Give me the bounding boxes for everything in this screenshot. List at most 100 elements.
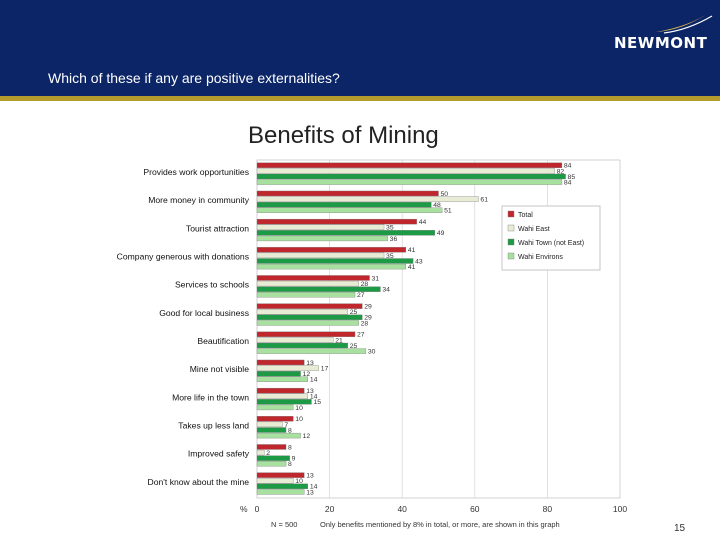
bar	[256, 461, 287, 467]
category-label: Improved safety	[188, 449, 250, 459]
data-label: 29	[364, 304, 372, 311]
bar	[256, 359, 305, 366]
x-tick-label: 0	[255, 504, 260, 514]
data-label: 10	[295, 416, 303, 423]
header-band: Which of these if any are positive exter…	[0, 0, 720, 101]
bar	[256, 196, 479, 202]
data-label: 10	[295, 405, 303, 412]
category-label: Provides work opportunities	[143, 167, 249, 177]
data-label: 14	[310, 484, 318, 491]
logo-swoosh-icon	[656, 12, 713, 34]
data-label: 9	[292, 456, 296, 463]
legend-entry: Wahi Environs	[518, 254, 563, 261]
bar	[256, 303, 363, 309]
legend-swatch	[507, 210, 515, 218]
bar	[256, 179, 563, 185]
data-label: 35	[386, 253, 394, 260]
header-gold-rule	[0, 96, 720, 101]
data-label: 8	[288, 461, 292, 468]
data-label: 85	[568, 174, 576, 181]
category-label: Tourist attraction	[186, 223, 249, 233]
legend-entry: Wahi Town (not East)	[518, 240, 584, 247]
bar	[256, 252, 385, 259]
legend-box	[501, 205, 601, 271]
bar	[256, 235, 388, 242]
bar	[256, 207, 443, 213]
data-label: 44	[419, 219, 427, 226]
bar	[256, 342, 348, 349]
bar	[256, 320, 359, 326]
bar	[256, 376, 308, 382]
data-label: 82	[557, 168, 565, 175]
newmont-logo: NEWMONT	[614, 10, 714, 52]
bar	[256, 314, 363, 321]
category-label: Company generous with donations	[117, 252, 249, 262]
category-label: Services to schools	[175, 280, 249, 290]
bar	[256, 190, 439, 197]
x-tick-label: 60	[470, 504, 480, 514]
data-label: 61	[480, 196, 488, 203]
data-label: 12	[303, 371, 311, 378]
data-label: 15	[313, 399, 321, 406]
data-label: 21	[335, 337, 343, 344]
category-label: Good for local business	[159, 308, 249, 318]
data-label: 43	[415, 258, 423, 265]
category-label: Don't know about the mine	[148, 477, 250, 487]
logo-wordmark: NEWMONT	[614, 34, 708, 52]
data-label: 29	[364, 315, 372, 322]
data-label: 30	[368, 349, 376, 356]
bar	[256, 162, 563, 168]
data-label: 13	[306, 388, 314, 395]
bar	[256, 348, 367, 354]
bar	[256, 483, 308, 490]
category-label: Mine not visible	[190, 364, 249, 374]
plot-area	[256, 159, 621, 499]
data-label: 25	[350, 309, 358, 316]
bar	[256, 201, 432, 208]
data-label: 10	[295, 478, 303, 485]
data-label: 49	[437, 230, 445, 237]
bar	[256, 337, 334, 343]
data-label: 13	[306, 360, 314, 367]
data-label: 2	[266, 450, 270, 457]
bar	[256, 399, 312, 405]
data-label: 7	[284, 422, 288, 429]
bar	[256, 263, 407, 270]
bar	[256, 247, 407, 253]
x-axis-label: %	[240, 504, 248, 514]
bar	[256, 421, 283, 428]
data-label: 14	[310, 377, 318, 384]
legend-entry: Wahi East	[518, 226, 550, 233]
data-label: 17	[321, 365, 329, 372]
data-label: 51	[444, 208, 452, 215]
chart-title: Benefits of Mining	[248, 122, 439, 149]
bar	[256, 218, 417, 225]
bar	[256, 370, 301, 377]
slide-question: Which of these if any are positive exter…	[48, 70, 340, 86]
data-label: 27	[357, 332, 365, 339]
bar	[256, 449, 265, 456]
page-number: 15	[674, 523, 686, 534]
category-label: More money in community	[148, 195, 249, 205]
bar	[256, 173, 566, 180]
data-label: 27	[357, 292, 365, 299]
bar	[256, 292, 356, 298]
bar	[256, 286, 381, 292]
bar	[256, 472, 305, 478]
data-label: 41	[408, 264, 416, 271]
data-label: 84	[564, 163, 572, 170]
legend-swatch	[507, 224, 515, 232]
x-tick-label: 80	[543, 504, 553, 514]
bar	[256, 168, 555, 174]
category-label: Beautification	[197, 336, 249, 346]
category-label: More life in the town	[172, 392, 249, 402]
data-label: 25	[350, 343, 358, 350]
bar	[256, 309, 348, 315]
data-label: 50	[441, 191, 449, 198]
bar	[256, 432, 301, 439]
data-label: 48	[433, 202, 441, 209]
bar	[256, 455, 290, 461]
data-label: 84	[564, 180, 572, 187]
footnote: Only benefits mentioned by 8% in total, …	[320, 520, 560, 529]
